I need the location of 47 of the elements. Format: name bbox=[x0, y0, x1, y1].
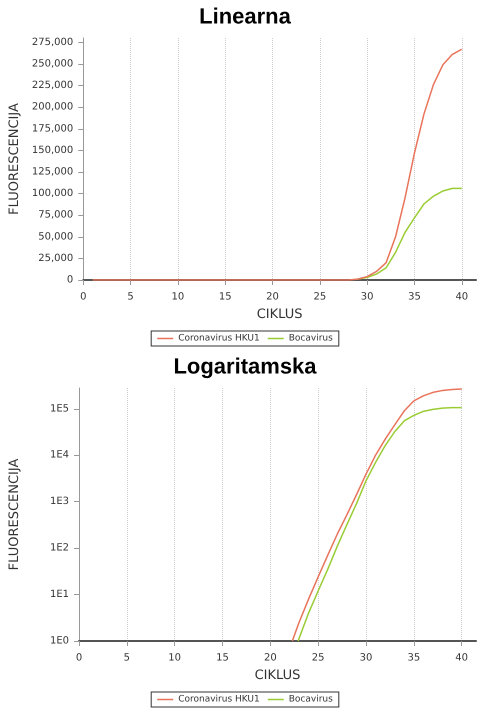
x-tick-label: 35 bbox=[408, 292, 421, 302]
y-tick-label: 200,000 bbox=[32, 102, 74, 113]
x-tick-label: 25 bbox=[313, 292, 326, 302]
y-tick-label: 50,000 bbox=[38, 231, 74, 242]
legend-label: Coronavirus HKU1 bbox=[178, 694, 260, 704]
y-tick-label: 175,000 bbox=[32, 123, 74, 134]
y-tick-label: 75,000 bbox=[38, 210, 74, 221]
x-tick-label: 30 bbox=[360, 292, 374, 302]
x-tick-label: 0 bbox=[80, 292, 86, 302]
legend-label: Bocavirus bbox=[288, 334, 334, 344]
y-tick-label: 1E5 bbox=[50, 403, 69, 414]
y-tick-label: 25,000 bbox=[38, 252, 74, 264]
y-tick-label: 150,000 bbox=[32, 144, 74, 156]
x-tick-label: 35 bbox=[407, 652, 420, 664]
y-tick-label: 1E3 bbox=[50, 496, 69, 508]
x-tick-label: 25 bbox=[312, 652, 325, 664]
y-tick-label: 1E4 bbox=[50, 450, 69, 461]
x-tick-label: 10 bbox=[172, 292, 184, 302]
y-tick-label: 0 bbox=[66, 274, 74, 286]
y-axis-title: FLUORESCENCIJA bbox=[7, 458, 22, 570]
x-tick-label: 30 bbox=[360, 652, 372, 664]
line-series bbox=[92, 48, 463, 281]
x-tick-label: 40 bbox=[455, 652, 468, 664]
y-tick-label: 125,000 bbox=[32, 166, 74, 178]
x-tick-label: 15 bbox=[218, 292, 232, 302]
x-tick-label: 15 bbox=[216, 652, 229, 664]
x-tick-label: 5 bbox=[127, 292, 134, 302]
x-tick-label: 20 bbox=[266, 292, 279, 302]
y-tick-label: 275,000 bbox=[32, 36, 74, 48]
y-axis-title: FLUORESCENCIJA bbox=[7, 103, 22, 215]
x-axis-title: CIKLUS bbox=[256, 307, 303, 322]
x-tick-label: 20 bbox=[264, 652, 277, 664]
x-tick-label: 0 bbox=[76, 652, 82, 664]
legend-label: Coronavirus HKU1 bbox=[178, 334, 260, 344]
x-tick-label: 10 bbox=[168, 652, 182, 664]
y-tick-label: 1E1 bbox=[50, 589, 69, 600]
y-tick-label: 250,000 bbox=[32, 58, 74, 70]
chart-title: Logaritamska bbox=[173, 354, 318, 378]
y-tick-label: 225,000 bbox=[32, 80, 74, 92]
chart-title: Linearna bbox=[199, 4, 292, 28]
y-tick-label: 1E0 bbox=[50, 636, 69, 646]
y-tick-label: 100,000 bbox=[32, 188, 74, 200]
x-tick-label: 5 bbox=[124, 652, 130, 664]
x-axis-title: CIKLUS bbox=[254, 668, 300, 683]
y-tick-label: 1E2 bbox=[50, 542, 69, 554]
legend-label: Bocavirus bbox=[288, 694, 334, 704]
x-tick-label: 40 bbox=[455, 292, 468, 302]
